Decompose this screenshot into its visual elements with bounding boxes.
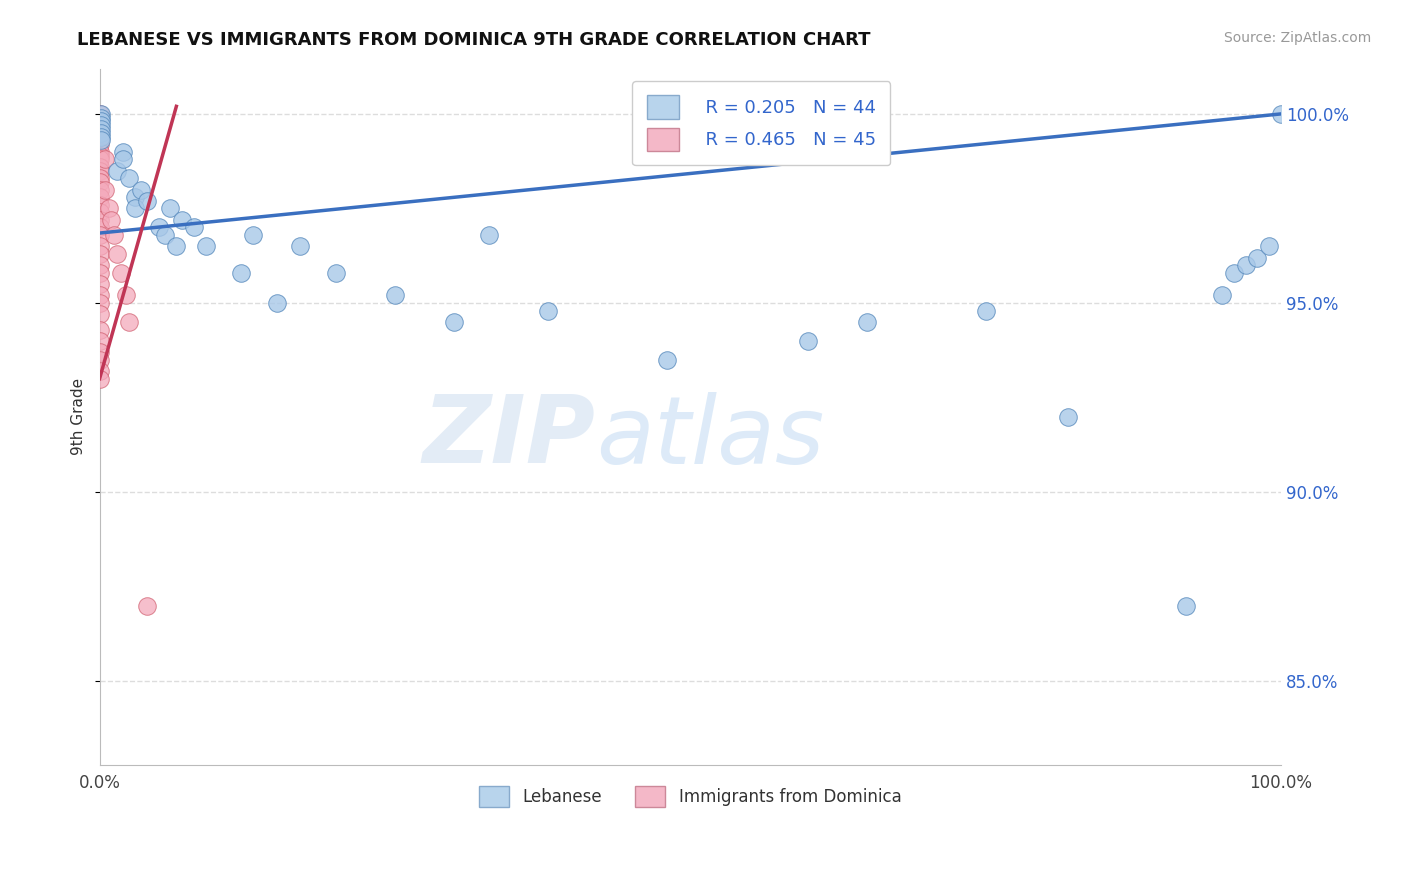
- Point: [172, 212, 194, 227]
- Point: [89, 137, 111, 152]
- Point: [242, 227, 264, 242]
- Point: [89, 372, 111, 386]
- Point: [165, 239, 187, 253]
- Point: [478, 227, 501, 242]
- Point: [89, 148, 111, 162]
- Point: [89, 258, 111, 272]
- Point: [124, 202, 146, 216]
- Point: [1211, 288, 1233, 302]
- Point: [1057, 409, 1080, 424]
- Point: [89, 277, 111, 292]
- Point: [89, 160, 111, 174]
- Point: [103, 227, 125, 242]
- Point: [89, 126, 111, 140]
- Point: [94, 183, 117, 197]
- Point: [89, 212, 111, 227]
- Point: [1234, 258, 1257, 272]
- Point: [112, 153, 135, 167]
- Y-axis label: 9th Grade: 9th Grade: [72, 378, 86, 455]
- Point: [89, 288, 111, 302]
- Text: Source: ZipAtlas.com: Source: ZipAtlas.com: [1223, 31, 1371, 45]
- Point: [325, 266, 347, 280]
- Point: [797, 334, 820, 348]
- Point: [135, 194, 157, 208]
- Point: [231, 266, 253, 280]
- Point: [1258, 239, 1281, 253]
- Point: [384, 288, 406, 302]
- Point: [159, 202, 181, 216]
- Point: [89, 227, 111, 242]
- Point: [124, 190, 146, 204]
- Text: ZIP: ZIP: [423, 392, 596, 483]
- Point: [89, 197, 111, 211]
- Point: [105, 163, 128, 178]
- Point: [100, 212, 122, 227]
- Point: [89, 163, 111, 178]
- Point: [105, 247, 128, 261]
- Point: [90, 129, 112, 144]
- Point: [89, 352, 111, 367]
- Point: [90, 133, 112, 147]
- Point: [90, 107, 112, 121]
- Point: [89, 183, 111, 197]
- Point: [118, 315, 141, 329]
- Point: [89, 107, 111, 121]
- Point: [110, 266, 132, 280]
- Point: [89, 334, 111, 348]
- Point: [89, 307, 111, 321]
- Point: [89, 175, 111, 189]
- Point: [89, 345, 111, 359]
- Point: [89, 239, 111, 253]
- Point: [90, 114, 112, 128]
- Point: [266, 296, 288, 310]
- Point: [89, 322, 111, 336]
- Point: [89, 296, 111, 310]
- Point: [89, 145, 111, 159]
- Point: [89, 190, 111, 204]
- Point: [129, 183, 152, 197]
- Point: [90, 118, 112, 132]
- Point: [98, 202, 121, 216]
- Point: [856, 315, 879, 329]
- Point: [135, 599, 157, 613]
- Point: [90, 111, 112, 125]
- Point: [1175, 599, 1198, 613]
- Point: [1270, 107, 1292, 121]
- Point: [89, 364, 111, 378]
- Point: [89, 122, 111, 136]
- Point: [153, 227, 176, 242]
- Point: [89, 220, 111, 235]
- Point: [89, 118, 111, 132]
- Point: [655, 352, 678, 367]
- Point: [89, 153, 111, 167]
- Legend: Lebanese, Immigrants from Dominica: Lebanese, Immigrants from Dominica: [471, 777, 910, 815]
- Point: [89, 171, 111, 186]
- Point: [183, 220, 205, 235]
- Point: [89, 133, 111, 147]
- Point: [443, 315, 465, 329]
- Point: [112, 145, 135, 159]
- Point: [537, 303, 560, 318]
- Point: [90, 126, 112, 140]
- Point: [90, 122, 112, 136]
- Point: [118, 171, 141, 186]
- Text: LEBANESE VS IMMIGRANTS FROM DOMINICA 9TH GRADE CORRELATION CHART: LEBANESE VS IMMIGRANTS FROM DOMINICA 9TH…: [77, 31, 870, 49]
- Point: [89, 205, 111, 219]
- Point: [1246, 251, 1268, 265]
- Point: [148, 220, 170, 235]
- Point: [89, 266, 111, 280]
- Point: [94, 153, 117, 167]
- Point: [974, 303, 997, 318]
- Point: [290, 239, 312, 253]
- Point: [1222, 266, 1244, 280]
- Text: atlas: atlas: [596, 392, 824, 483]
- Point: [89, 114, 111, 128]
- Point: [89, 247, 111, 261]
- Point: [194, 239, 217, 253]
- Point: [114, 288, 136, 302]
